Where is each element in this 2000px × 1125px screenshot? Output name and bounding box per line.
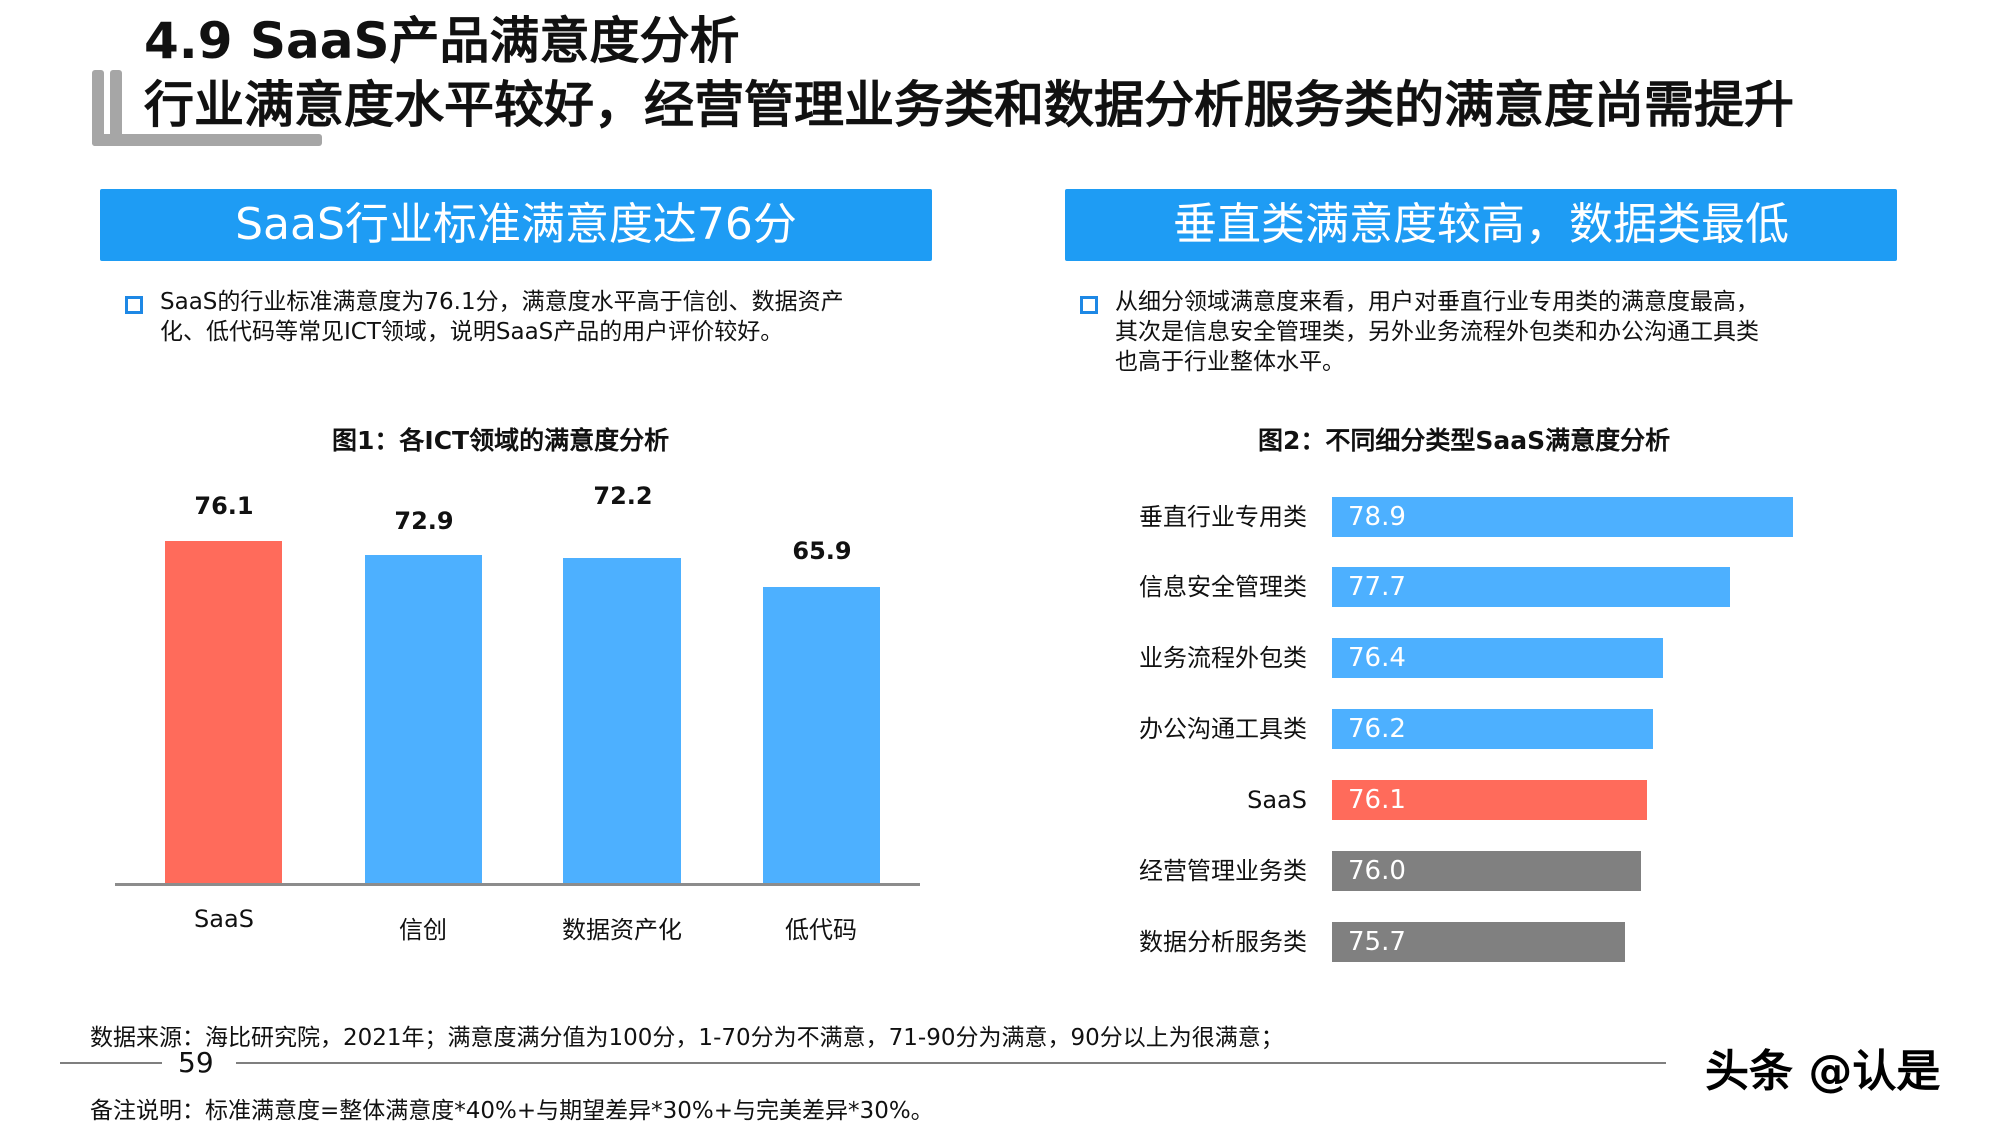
bullet-square-icon xyxy=(1080,296,1098,314)
x-tick-label: SaaS xyxy=(194,905,254,933)
y-tick-label: 垂直行业专用类 xyxy=(1139,503,1307,531)
x-axis xyxy=(115,883,920,886)
right-bullet-text: 从细分领域满意度来看，用户对垂直行业专用类的满意度最高， 其次是信息安全管理类，… xyxy=(1115,287,1935,377)
bullet-line: 化、低代码等常见ICT领域，说明SaaS产品的用户评价较好。 xyxy=(160,319,784,345)
bar-saas xyxy=(165,541,282,884)
left-bullet-text: SaaS的行业标准满意度为76.1分，满意度水平高于信创、数据资产 化、低代码等… xyxy=(160,287,950,347)
bar-value-label: 72.2 xyxy=(593,482,653,510)
y-tick-label: 数据分析服务类 xyxy=(1139,928,1307,956)
bar-low-code xyxy=(763,587,880,884)
hbar-data-analysis: 75.7 xyxy=(1332,922,1625,962)
page-title: 4.9 SaaS产品满意度分析 xyxy=(144,12,740,70)
x-tick-label: 信创 xyxy=(399,916,447,944)
watermark: 头条 @认是 xyxy=(1705,1046,1941,1097)
bullet-line: 其次是信息安全管理类，另外业务流程外包类和办公沟通工具类 xyxy=(1115,319,1759,345)
bar-value-label: 72.9 xyxy=(394,507,454,535)
footer-divider xyxy=(236,1062,1666,1064)
bar-value-label: 65.9 xyxy=(792,537,852,565)
bar-data-assets xyxy=(563,558,681,884)
hbar-office-communication: 76.2 xyxy=(1332,709,1653,749)
hbar-info-security: 77.7 xyxy=(1332,567,1730,607)
y-tick-label: 信息安全管理类 xyxy=(1139,573,1307,601)
footer-divider xyxy=(60,1062,162,1064)
y-tick-label: 经营管理业务类 xyxy=(1139,857,1307,885)
y-tick-label: 办公沟通工具类 xyxy=(1139,715,1307,743)
title-decoration-bar xyxy=(110,70,122,146)
bar-value-label: 76.1 xyxy=(194,492,254,520)
hbar-bpo: 76.4 xyxy=(1332,638,1663,678)
page-number: 59 xyxy=(178,1046,214,1079)
chart1-title: 图1：各ICT领域的满意度分析 xyxy=(332,426,670,455)
page-subtitle: 行业满意度水平较好，经营管理业务类和数据分析服务类的满意度尚需提升 xyxy=(144,76,1794,134)
y-tick-label: SaaS xyxy=(1247,786,1307,814)
data-source-note: 数据来源：海比研究院，2021年；满意度满分值为100分，1-70分为不满意，7… xyxy=(90,1025,1284,1051)
hbar-saas: 76.1 xyxy=(1332,780,1647,820)
bullet-line: SaaS的行业标准满意度为76.1分，满意度水平高于信创、数据资产 xyxy=(160,289,844,315)
right-banner: 垂直类满意度较高，数据类最低 xyxy=(1065,189,1897,261)
hbar-business-management: 76.0 xyxy=(1332,851,1641,891)
bar-xinchuang xyxy=(365,555,482,884)
x-tick-label: 低代码 xyxy=(785,916,857,944)
chart2-title: 图2：不同细分类型SaaS满意度分析 xyxy=(1258,426,1671,455)
y-tick-label: 业务流程外包类 xyxy=(1139,644,1307,672)
hbar-vertical-industry: 78.9 xyxy=(1332,497,1793,537)
bullet-line: 也高于行业整体水平。 xyxy=(1115,349,1345,375)
remark-note: 备注说明：标准满意度=整体满意度*40%+与期望差异*30%+与完美差异*30%… xyxy=(90,1098,934,1124)
left-banner: SaaS行业标准满意度达76分 xyxy=(100,189,932,261)
x-tick-label: 数据资产化 xyxy=(562,916,682,944)
bullet-square-icon xyxy=(125,296,143,314)
title-decoration-bar xyxy=(92,70,104,146)
bullet-line: 从细分领域满意度来看，用户对垂直行业专用类的满意度最高， xyxy=(1115,289,1759,315)
title-decoration-underline xyxy=(92,134,322,146)
